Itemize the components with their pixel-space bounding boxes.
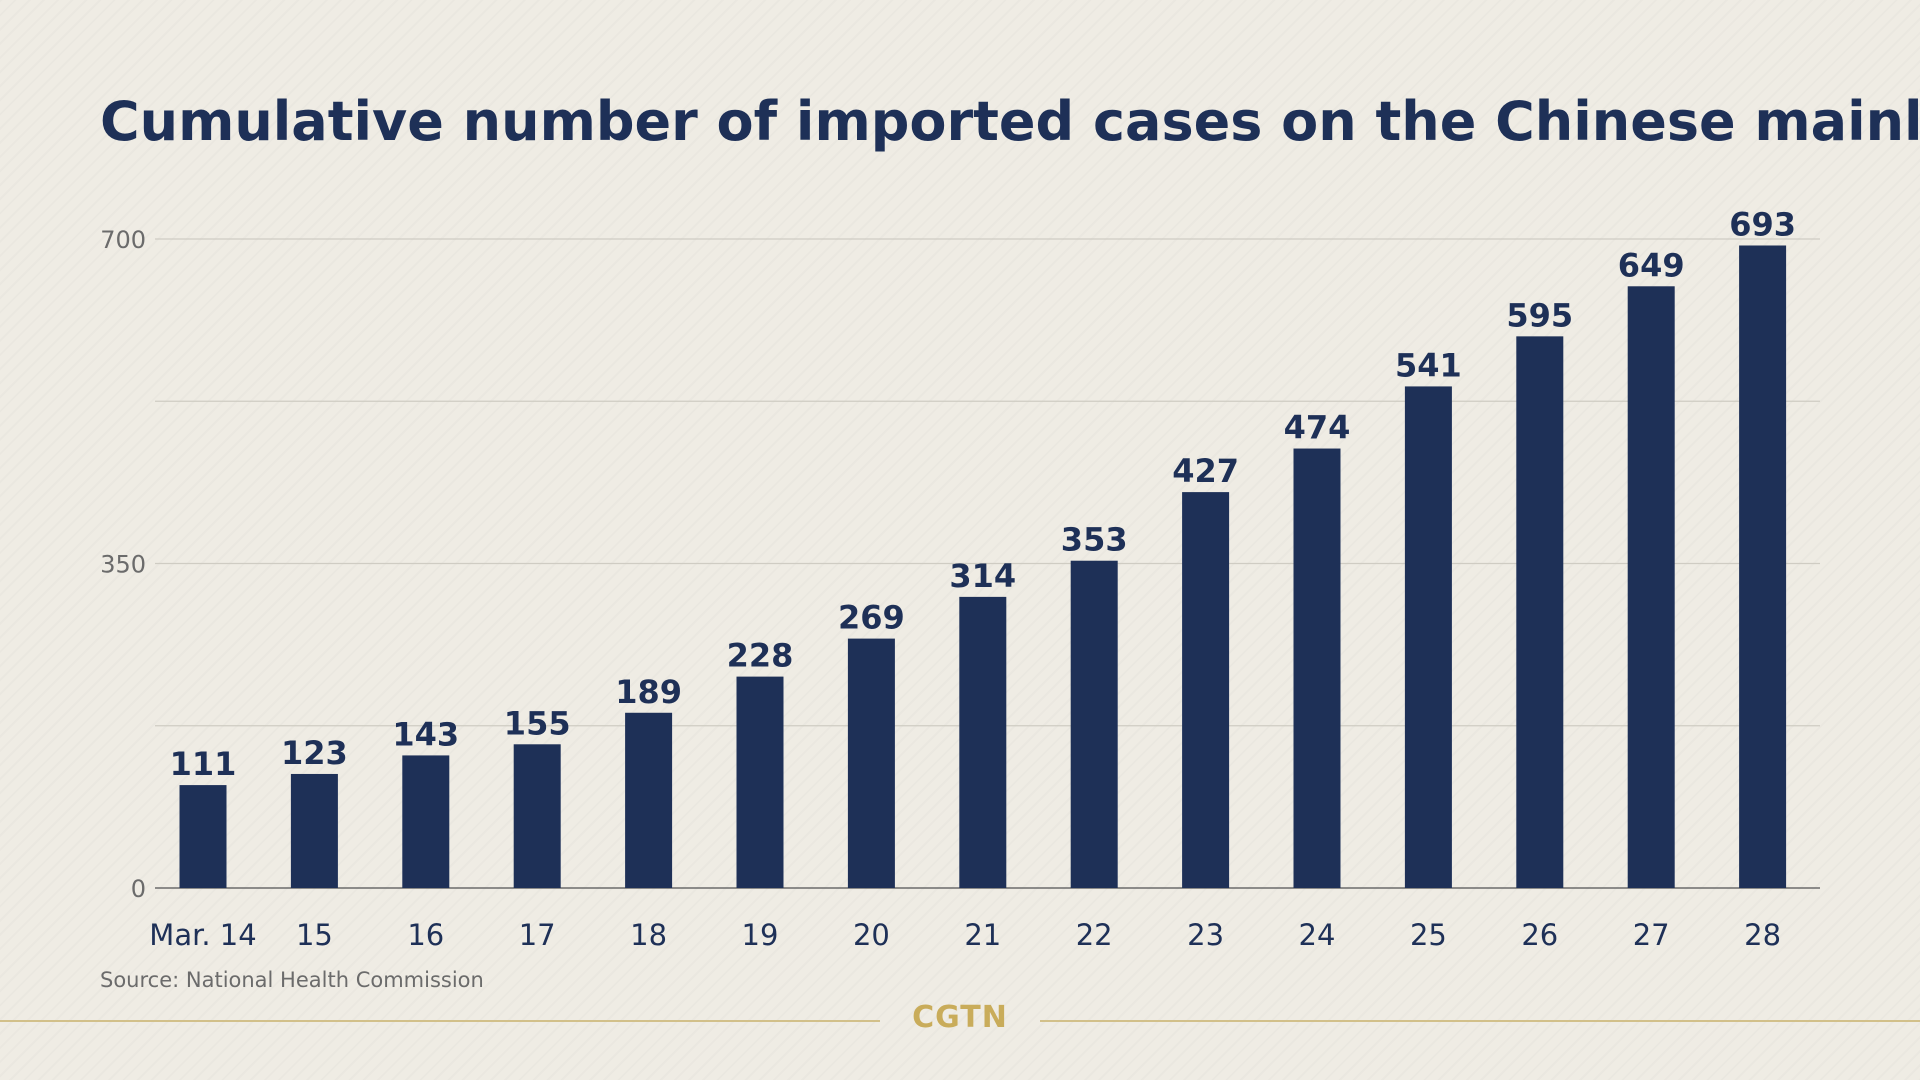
x-tick-label: 25 — [1410, 918, 1447, 952]
bar — [1739, 245, 1787, 889]
x-tick-label: Mar. 14 — [149, 918, 256, 952]
data-label: 541 — [1395, 346, 1462, 384]
bar — [1516, 336, 1564, 889]
source-note: Source: National Health Commission — [100, 968, 484, 992]
data-label: 189 — [615, 673, 682, 711]
bar — [513, 744, 561, 888]
bar — [1182, 492, 1230, 888]
x-tick-label: 28 — [1744, 918, 1781, 952]
data-label: 111 — [170, 745, 237, 783]
x-tick-label: 21 — [964, 918, 1001, 952]
data-label: 427 — [1172, 452, 1239, 490]
bar — [1627, 286, 1675, 888]
footer-divider-right — [1040, 1020, 1920, 1022]
data-label: 314 — [949, 557, 1016, 595]
x-tick-label: 17 — [519, 918, 556, 952]
data-label: 595 — [1506, 296, 1573, 334]
x-tick-label: 15 — [296, 918, 333, 952]
x-tick-label: 19 — [742, 918, 779, 952]
x-tick-label: 27 — [1633, 918, 1670, 952]
bar — [1070, 560, 1118, 888]
x-tick-label: 18 — [630, 918, 667, 952]
y-tick-label: 350 — [100, 551, 146, 579]
bar — [625, 712, 673, 888]
data-label: 693 — [1729, 205, 1796, 243]
bar — [736, 676, 784, 888]
data-label: 474 — [1284, 409, 1351, 447]
data-label: 353 — [1061, 521, 1128, 559]
bar — [402, 755, 450, 888]
x-tick-label: 22 — [1076, 918, 1113, 952]
bar — [1404, 386, 1452, 888]
brand-logo: CGTN — [912, 1000, 1008, 1035]
x-tick-label: 24 — [1299, 918, 1336, 952]
bar — [847, 638, 895, 888]
data-label: 269 — [838, 599, 905, 637]
bar — [179, 785, 227, 888]
bar — [290, 773, 338, 888]
x-tick-label: 26 — [1521, 918, 1558, 952]
data-label: 155 — [504, 704, 571, 742]
y-tick-label: 0 — [131, 875, 146, 903]
bar — [959, 596, 1007, 888]
data-label: 143 — [392, 715, 459, 753]
y-tick-label: 700 — [100, 226, 146, 254]
x-tick-label: 16 — [407, 918, 444, 952]
data-label: 649 — [1618, 246, 1685, 284]
chart-title: Cumulative number of imported cases on t… — [100, 90, 1920, 153]
data-label: 123 — [281, 734, 348, 772]
x-tick-label: 20 — [853, 918, 890, 952]
bar — [1293, 448, 1341, 888]
x-tick-label: 23 — [1187, 918, 1224, 952]
data-label: 228 — [727, 637, 794, 675]
footer-divider-left — [0, 1020, 880, 1022]
